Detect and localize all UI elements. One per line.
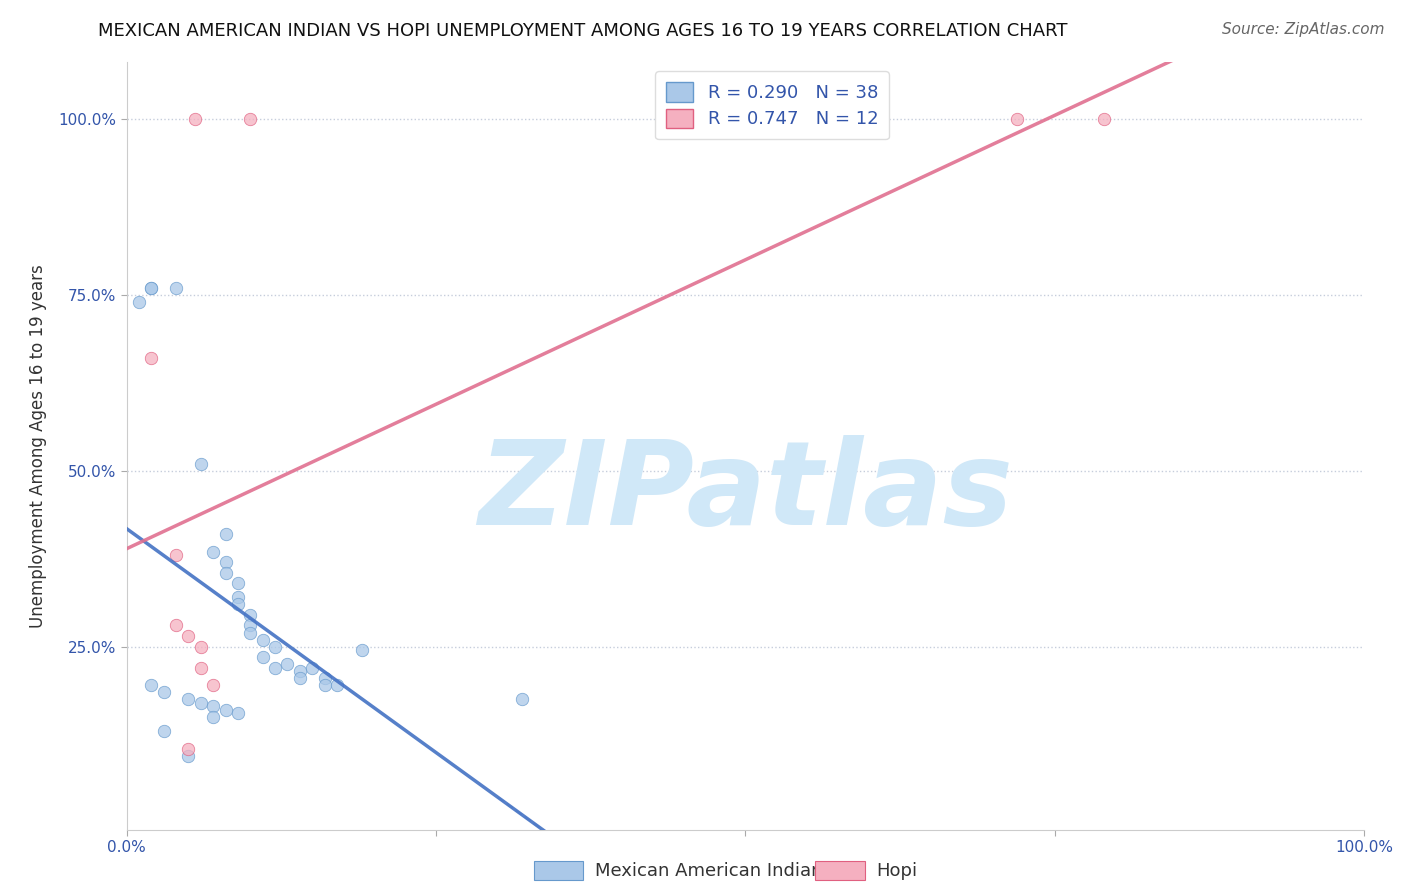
Point [226, 706, 249, 721]
Point [190, 457, 212, 471]
Point [276, 657, 298, 672]
Point [1007, 112, 1029, 126]
Point [202, 678, 225, 692]
Point [152, 685, 174, 699]
Point [177, 629, 200, 643]
Point [128, 294, 150, 309]
Point [350, 643, 373, 657]
Point [301, 661, 323, 675]
Point [165, 548, 187, 562]
Point [239, 607, 262, 622]
Point [214, 703, 236, 717]
Point [165, 280, 187, 294]
Point [226, 598, 249, 612]
Point [226, 576, 249, 591]
Point [239, 112, 262, 126]
Text: Mexican American Indians: Mexican American Indians [595, 862, 831, 880]
Point [226, 591, 249, 605]
Point [141, 280, 163, 294]
Point [190, 696, 212, 710]
Point [314, 671, 336, 685]
Point [202, 710, 225, 724]
Y-axis label: Unemployment Among Ages 16 to 19 years: Unemployment Among Ages 16 to 19 years [30, 264, 46, 628]
Point [326, 678, 349, 692]
Point [177, 741, 200, 756]
Point [264, 640, 287, 654]
Point [239, 625, 262, 640]
Point [152, 724, 174, 739]
Point [288, 664, 311, 678]
Point [190, 640, 212, 654]
Point [1092, 112, 1115, 126]
Point [264, 661, 287, 675]
Point [141, 280, 163, 294]
Point [214, 527, 236, 541]
Point [512, 692, 534, 706]
Legend: R = 0.290   N = 38, R = 0.747   N = 12: R = 0.290 N = 38, R = 0.747 N = 12 [655, 71, 889, 139]
Text: MEXICAN AMERICAN INDIAN VS HOPI UNEMPLOYMENT AMONG AGES 16 TO 19 YEARS CORRELATI: MEXICAN AMERICAN INDIAN VS HOPI UNEMPLOY… [98, 22, 1069, 40]
Point [141, 351, 163, 365]
Text: Source: ZipAtlas.com: Source: ZipAtlas.com [1222, 22, 1385, 37]
Point [214, 566, 236, 580]
Point [314, 678, 336, 692]
Point [239, 618, 262, 632]
Point [165, 618, 187, 632]
Text: ZIPatlas: ZIPatlas [478, 434, 1012, 549]
Text: Hopi: Hopi [876, 862, 917, 880]
Point [288, 671, 311, 685]
Point [141, 678, 163, 692]
Point [202, 699, 225, 714]
Point [252, 650, 274, 665]
Point [252, 632, 274, 647]
Point [214, 555, 236, 569]
Point [183, 112, 205, 126]
Point [190, 661, 212, 675]
Point [177, 692, 200, 706]
Point [202, 544, 225, 558]
Point [177, 748, 200, 763]
